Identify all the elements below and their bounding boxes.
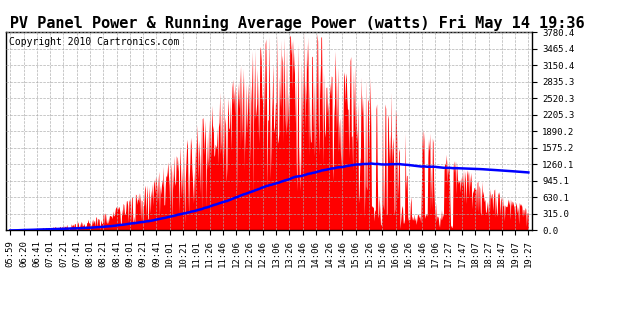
Title: Total PV Panel Power & Running Average Power (watts) Fri May 14 19:36: Total PV Panel Power & Running Average P… xyxy=(0,15,584,31)
Text: Copyright 2010 Cartronics.com: Copyright 2010 Cartronics.com xyxy=(9,37,180,47)
